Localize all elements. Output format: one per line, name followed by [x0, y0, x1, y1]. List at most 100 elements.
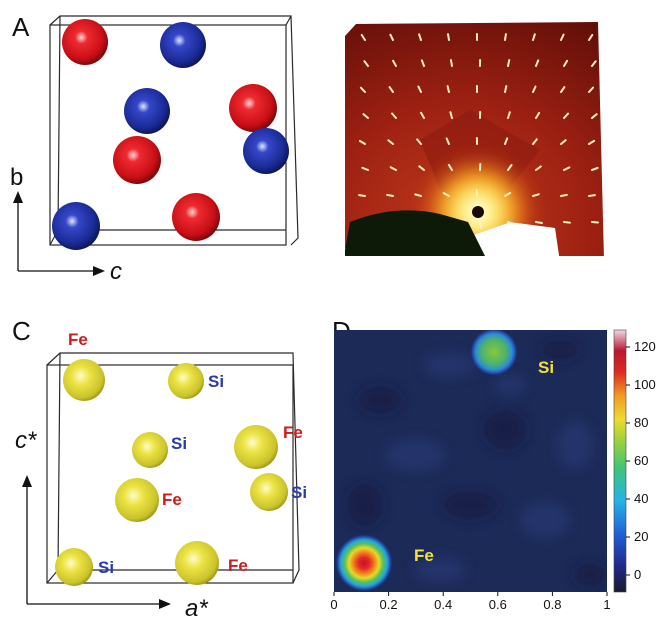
diffraction-spot — [361, 166, 369, 171]
atom-label-fe: Fe — [162, 490, 182, 509]
atom-label-si: Si — [98, 558, 114, 577]
diffraction-spot — [392, 59, 397, 67]
diffraction-spot — [535, 221, 543, 225]
diffraction-spot — [416, 138, 422, 145]
diffraction-spot — [563, 59, 569, 67]
colorbar-tick-label: 100 — [634, 377, 656, 392]
diffraction-spot — [388, 86, 394, 93]
diffraction-spot — [532, 85, 537, 93]
diffraction-spot — [387, 139, 394, 145]
atom-label-si: Si — [208, 372, 224, 391]
diffraction-spot — [591, 221, 599, 224]
colorbar-tick-label: 40 — [634, 491, 648, 506]
colorbar-tick-label: 60 — [634, 453, 648, 468]
diffraction-spot — [418, 33, 422, 41]
diffraction-spot — [532, 193, 540, 197]
x-tick-label: 0.4 — [434, 597, 452, 612]
atom-label-si: Si — [291, 483, 307, 502]
colorbar-tick-label: 80 — [634, 415, 648, 430]
diffraction-spot — [447, 163, 453, 171]
axis-label-a-star: a* — [185, 595, 208, 618]
axis-arrows-a — [13, 191, 105, 276]
atom-label-fe: Fe — [283, 423, 303, 442]
diffraction-spot — [535, 59, 540, 67]
si-atom — [243, 128, 289, 174]
colorbar-tick-label: 120 — [634, 339, 656, 354]
diffraction-spot — [420, 59, 425, 67]
axis-label-c: c — [110, 258, 122, 285]
fe-atom — [113, 136, 161, 184]
diffraction-spot — [535, 165, 542, 171]
diffraction-spot — [445, 137, 450, 145]
diffraction-spot — [449, 59, 453, 67]
diffraction-spot — [360, 33, 366, 41]
x-tick-label: 0.6 — [489, 597, 507, 612]
diffraction-spot — [479, 221, 483, 229]
si-atom — [124, 88, 170, 134]
colorbar — [613, 329, 627, 593]
diffraction-spot — [563, 166, 571, 171]
colorbar-tick-label: 20 — [634, 529, 648, 544]
fe-isosurface — [63, 359, 105, 401]
fe-atom — [172, 193, 220, 241]
diffraction-spot — [560, 33, 565, 41]
diffraction-spot — [507, 111, 511, 119]
fe-isosurface — [234, 425, 278, 469]
diffraction-spot — [563, 112, 570, 119]
diffraction-spot — [507, 59, 511, 67]
diffraction-spot — [446, 85, 450, 93]
diffraction-spot — [359, 86, 366, 93]
fe-isosurface — [175, 541, 219, 585]
si-density-peak — [470, 330, 518, 376]
fe-isosurface — [115, 478, 159, 522]
atom-label-si: Si — [171, 434, 187, 453]
diffraction-spot — [504, 191, 512, 197]
diffraction-spot — [417, 85, 422, 93]
x-tick-label: 0 — [330, 597, 337, 612]
colorbar-ticks: 0 20 40 60 80 100 120 — [626, 339, 656, 582]
diffraction-spot — [504, 33, 507, 41]
si-atom — [52, 202, 100, 250]
diffraction-spot — [358, 194, 366, 197]
fe-atom — [62, 19, 108, 65]
beam-stop — [345, 210, 488, 262]
diffraction-spot — [418, 165, 425, 171]
axis-label-b: b — [10, 164, 23, 191]
panel-letter-c: C — [12, 316, 31, 346]
diffraction-spot — [442, 192, 450, 197]
panel-letter-a: A — [12, 12, 30, 42]
fe-density-peak — [335, 534, 393, 592]
peak-label-si: Si — [538, 358, 554, 377]
diffraction-spot — [532, 33, 536, 41]
panel-c-isosurface: Fe Si Si Fe Fe Si Si Fe c* a* — [15, 330, 307, 618]
diffraction-spot — [591, 113, 598, 119]
diffraction-spot — [560, 86, 566, 93]
diffraction-spot — [362, 113, 369, 119]
si-isosurface — [55, 548, 93, 586]
density-ripples — [347, 340, 606, 587]
diffraction-spot — [588, 194, 596, 197]
diffraction-spot — [504, 85, 508, 93]
si-atom — [160, 22, 206, 68]
diffraction-spot — [591, 60, 597, 67]
panel-a-crystal: b c — [10, 15, 299, 285]
diffraction-spot — [560, 193, 568, 197]
diffraction-spot — [588, 139, 596, 145]
peak-label-fe: Fe — [414, 546, 434, 565]
diffraction-spot — [591, 166, 599, 171]
atom-label-fe: Fe — [68, 330, 88, 349]
diffraction-spot — [389, 33, 394, 41]
diffraction-spot — [535, 111, 541, 119]
diffraction-spot — [414, 193, 422, 197]
colorbar-tick-label: 0 — [634, 567, 641, 582]
diffraction-spot — [447, 33, 450, 41]
x-tick-label: 1 — [603, 597, 610, 612]
si-isosurface — [168, 363, 204, 399]
panel-b-diffraction — [330, 12, 610, 272]
x-tick-label: 0.8 — [543, 597, 561, 612]
si-isosurface — [250, 473, 288, 511]
diffraction-spot — [563, 221, 571, 224]
diffraction-spot — [507, 164, 513, 171]
diffraction-spot — [391, 112, 397, 119]
diffraction-spot — [449, 111, 453, 119]
